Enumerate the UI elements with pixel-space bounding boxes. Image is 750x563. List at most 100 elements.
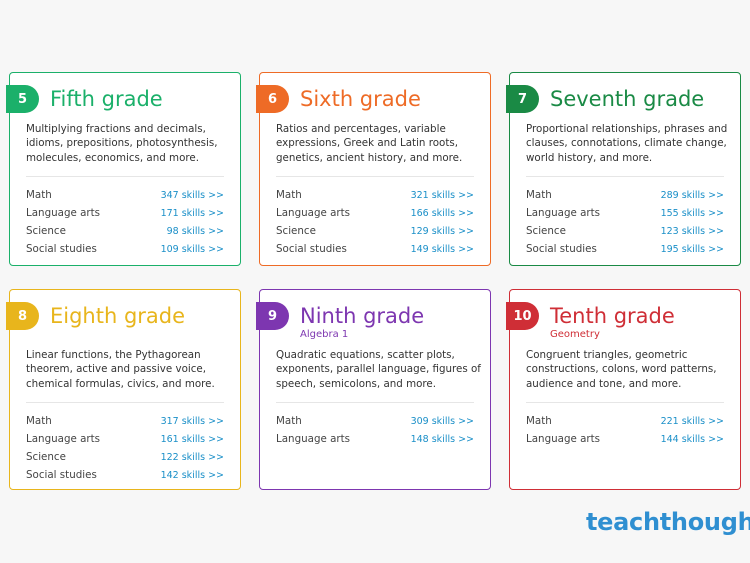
skill-count-link[interactable]: 166 skills >> — [410, 207, 474, 219]
divider — [526, 176, 724, 177]
grade-card-ninth[interactable]: 9 Ninth grade Algebra 1 Quadratic equati… — [256, 289, 491, 490]
skill-row-science[interactable]: Science 129 skills >> — [276, 222, 474, 240]
skill-count-link[interactable]: 122 skills >> — [160, 451, 224, 463]
divider — [276, 402, 474, 403]
grade-description: Proportional relationships, phrases and … — [526, 123, 728, 164]
skill-subject: Social studies — [276, 243, 347, 255]
divider — [276, 176, 474, 177]
skill-subject: Language arts — [26, 207, 101, 219]
grade-card-tenth[interactable]: 10 Tenth grade Geometry Congruent triang… — [506, 289, 741, 490]
grade-number-badge: 9 — [256, 302, 289, 330]
skill-row-science[interactable]: Science 123 skills >> — [526, 222, 724, 240]
grade-title[interactable]: Seventh grade — [550, 87, 705, 111]
grade-title[interactable]: Fifth grade — [50, 87, 163, 111]
skill-subject: Math — [276, 415, 302, 427]
skill-subject: Science — [26, 225, 66, 237]
skill-count-link[interactable]: 144 skills >> — [660, 433, 724, 445]
skill-count-link[interactable]: 109 skills >> — [160, 243, 224, 255]
grade-card-fifth[interactable]: 5 Fifth grade Multiplying fractions and … — [6, 72, 241, 266]
skill-subject: Social studies — [526, 243, 597, 255]
skills-list: Math 317 skills >> Language arts 161 skill… — [26, 412, 224, 484]
grade-description: Multiplying fractions and decimals, idio… — [26, 123, 218, 164]
grade-number-badge: 10 — [506, 302, 539, 330]
skill-count-link[interactable]: 171 skills >> — [160, 207, 224, 219]
grade-title[interactable]: Tenth grade — [550, 304, 675, 328]
grade-description: Quadratic equations, scatter plots, expo… — [276, 349, 481, 390]
skill-row-math[interactable]: Math 221 skills >> — [526, 412, 724, 430]
skill-row-math[interactable]: Math 347 skills >> — [26, 186, 224, 204]
skills-list: Math 321 skills >> Language arts 166 skill… — [276, 186, 474, 258]
skills-list: Math 347 skills >> Language arts 171 skill… — [26, 186, 224, 258]
skill-subject: Math — [526, 415, 552, 427]
divider — [526, 402, 724, 403]
skill-subject: Science — [276, 225, 316, 237]
skill-count-link[interactable]: 347 skills >> — [160, 189, 224, 201]
grade-subtitle: Algebra 1 — [300, 329, 349, 340]
grade-title[interactable]: Sixth grade — [300, 87, 421, 111]
skill-subject: Math — [26, 189, 52, 201]
skill-subject: Science — [526, 225, 566, 237]
grade-number-badge: 5 — [6, 85, 39, 113]
grade-card-sixth[interactable]: 6 Sixth grade Ratios and percentages, va… — [256, 72, 491, 266]
skill-row-social-studies[interactable]: Social studies 195 skills >> — [526, 240, 724, 258]
grade-title[interactable]: Ninth grade — [300, 304, 425, 328]
skill-row-math[interactable]: Math 289 skills >> — [526, 186, 724, 204]
skill-count-link[interactable]: 148 skills >> — [410, 433, 474, 445]
grade-number-badge: 7 — [506, 85, 539, 113]
skill-subject: Science — [26, 451, 66, 463]
skill-row-language-arts[interactable]: Language arts 171 skills >> — [26, 204, 224, 222]
skill-subject: Language arts — [526, 207, 601, 219]
teachthought-logo: teachthought — [586, 508, 750, 536]
skill-row-social-studies[interactable]: Social studies 109 skills >> — [26, 240, 224, 258]
skill-row-math[interactable]: Math 321 skills >> — [276, 186, 474, 204]
skill-row-language-arts[interactable]: Language arts 148 skills >> — [276, 430, 474, 448]
grade-description: Congruent triangles, geometric construct… — [526, 349, 717, 390]
grade-title[interactable]: Eighth grade — [50, 304, 186, 328]
skill-count-link[interactable]: 195 skills >> — [660, 243, 724, 255]
skill-count-link[interactable]: 155 skills >> — [660, 207, 724, 219]
skill-subject: Language arts — [276, 207, 351, 219]
skill-row-social-studies[interactable]: Social studies 142 skills >> — [26, 466, 224, 484]
grade-card-eighth[interactable]: 8 Eighth grade Linear functions, the Pyt… — [6, 289, 241, 490]
skill-row-language-arts[interactable]: Language arts 161 skills >> — [26, 430, 224, 448]
skills-list: Math 309 skills >> Language arts 148 skill… — [276, 412, 474, 448]
skill-subject: Language arts — [526, 433, 601, 445]
skill-count-link[interactable]: 317 skills >> — [160, 415, 224, 427]
skill-row-math[interactable]: Math 317 skills >> — [26, 412, 224, 430]
skill-row-science[interactable]: Science 98 skills >> — [26, 222, 224, 240]
skill-count-link[interactable]: 289 skills >> — [660, 189, 724, 201]
grade-card-seventh[interactable]: 7 Seventh grade Proportional relationshi… — [506, 72, 741, 266]
grade-number-badge: 8 — [6, 302, 39, 330]
skills-list: Math 221 skills >> Language arts 144 skill… — [526, 412, 724, 448]
skill-row-math[interactable]: Math 309 skills >> — [276, 412, 474, 430]
skill-row-language-arts[interactable]: Language arts 144 skills >> — [526, 430, 724, 448]
skill-count-link[interactable]: 149 skills >> — [410, 243, 474, 255]
skill-row-language-arts[interactable]: Language arts 166 skills >> — [276, 204, 474, 222]
divider — [26, 402, 224, 403]
skill-subject: Language arts — [26, 433, 101, 445]
skill-subject: Math — [526, 189, 552, 201]
skill-count-link[interactable]: 221 skills >> — [660, 415, 724, 427]
skills-list: Math 289 skills >> Language arts 155 skill… — [526, 186, 724, 258]
skill-subject: Social studies — [26, 243, 97, 255]
skill-subject: Math — [276, 189, 302, 201]
grade-subtitle: Geometry — [550, 329, 600, 340]
skill-row-language-arts[interactable]: Language arts 155 skills >> — [526, 204, 724, 222]
skill-subject: Language arts — [276, 433, 351, 445]
skill-subject: Math — [26, 415, 52, 427]
skill-row-social-studies[interactable]: Social studies 149 skills >> — [276, 240, 474, 258]
grade-description: Ratios and percentages, variable express… — [276, 123, 463, 164]
skill-count-link[interactable]: 123 skills >> — [660, 225, 724, 237]
skill-row-science[interactable]: Science 122 skills >> — [26, 448, 224, 466]
skill-count-link[interactable]: 161 skills >> — [160, 433, 224, 445]
divider — [26, 176, 224, 177]
grade-description: Linear functions, the Pythagorean theore… — [26, 349, 215, 390]
grade-number-badge: 6 — [256, 85, 289, 113]
skill-count-link[interactable]: 309 skills >> — [410, 415, 474, 427]
skill-count-link[interactable]: 129 skills >> — [410, 225, 474, 237]
skill-count-link[interactable]: 98 skills >> — [166, 225, 224, 237]
skill-count-link[interactable]: 321 skills >> — [410, 189, 474, 201]
skill-count-link[interactable]: 142 skills >> — [160, 469, 224, 481]
skill-subject: Social studies — [26, 469, 97, 481]
